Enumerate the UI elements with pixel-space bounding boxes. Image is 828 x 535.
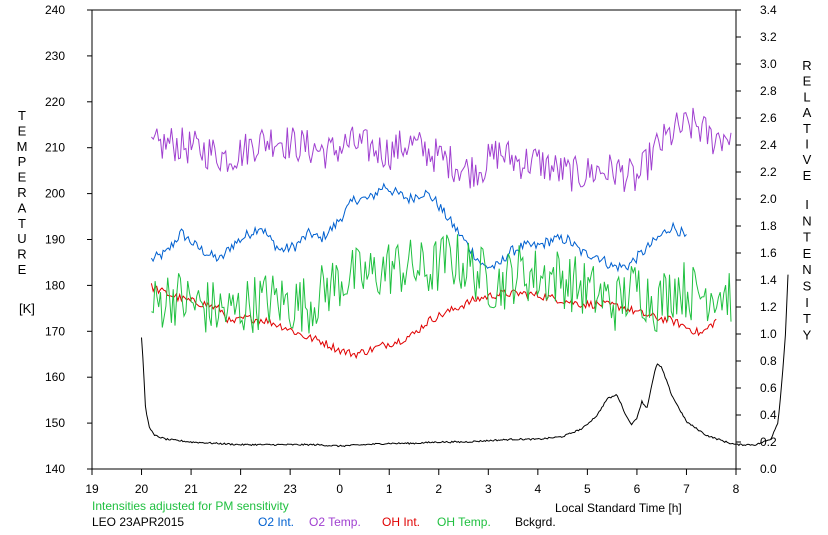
legend-oh-int: OH Int. [382,515,421,529]
left-axis: 140 150 160 170 180 190 200 210 220 230 240 [45,3,92,476]
right-axis-title-letter: T [803,230,811,245]
right-axis-title-letter: T [803,311,811,326]
right-tick-label: 1.8 [760,219,777,233]
left-axis-title-letter: P [18,154,27,169]
x-tick-label: 1 [386,482,393,496]
left-axis-title-letter: U [17,231,26,246]
legend-o2-temp: O2 Temp. [309,515,361,529]
x-tick-label: 20 [135,482,149,496]
right-axis-title-letter: E [803,246,812,261]
right-tick-label: 1.2 [760,300,777,314]
x-tick-label: 8 [733,482,740,496]
left-axis-title-letter: E [18,170,27,185]
series-bckgrd-line [141,274,789,448]
right-axis-title-letter: I [805,295,809,310]
right-tick-label: 0.4 [760,408,777,422]
series-o2-temp-line [151,107,732,192]
left-tick-label: 180 [45,278,65,292]
right-tick-label: 2.4 [760,138,777,152]
x-tick-label: 4 [535,482,542,496]
x-tick-label: 2 [435,482,442,496]
right-tick-label: 0.0 [760,462,777,476]
right-axis-title-letter: S [803,279,812,294]
right-axis-title-letter: E [803,74,812,89]
left-tick-label: 240 [45,3,65,17]
right-tick-label: 0.8 [760,354,777,368]
left-tick-label: 230 [45,49,65,63]
right-tick-label: 2.6 [760,111,777,125]
left-tick-label: 220 [45,95,65,109]
x-axis-title: Local Standard Time [h] [555,501,682,515]
right-axis-title-letter: T [803,121,811,136]
series-layer [141,107,789,448]
right-tick-label: 1.6 [760,246,777,260]
series-o2-int-line [150,182,687,273]
right-tick-label: 3.0 [760,57,777,71]
left-axis-title-letter: E [18,123,27,138]
legend-oh-temp: OH Temp. [437,515,491,529]
right-axis: 0.0 0.2 0.4 0.6 0.8 1.0 1.2 1.4 1.6 1.8 2.0 2.2 2.4 2… [736,3,777,476]
left-tick-label: 200 [45,187,65,201]
right-axis-title-letter: I [805,137,809,152]
left-tick-label: 210 [45,141,65,155]
left-tick-label: 160 [45,370,65,384]
x-tick-label: 23 [283,482,297,496]
x-tick-label: 5 [584,482,591,496]
x-tick-label: 22 [234,482,248,496]
station-date-label: LEO 23APR2015 [92,515,185,529]
left-axis-title-letter: A [18,200,27,215]
x-axis: 19 20 21 22 23 0 1 2 3 4 5 6 7 8 [85,469,740,496]
x-tick-label: 21 [184,482,198,496]
right-tick-label: 0.6 [760,381,777,395]
right-tick-label: 1.0 [760,327,777,341]
left-axis-title-letter: R [17,247,26,262]
right-axis-title-letter: R [802,58,811,73]
x-tick-label: 19 [85,482,99,496]
x-tick-label: 7 [683,482,690,496]
right-axis-title-letter: I [805,197,809,212]
right-axis-title-letter: N [802,262,811,277]
left-axis-title-letter: M [17,139,28,154]
right-axis-title-letter: N [802,213,811,228]
left-tick-label: 190 [45,233,65,247]
right-axis-title-letter: A [803,105,812,120]
sensitivity-note: Intensities adjusted for PM sensitivity [92,499,289,513]
right-tick-label: 3.4 [760,3,777,17]
right-axis-title-letter: V [803,152,812,167]
right-tick-label: 2.8 [760,84,777,98]
left-axis-unit: [K] [19,301,35,316]
x-tick-label: 3 [485,482,492,496]
left-axis-title-letter: T [18,108,26,123]
right-tick-label: 3.2 [760,30,777,44]
right-tick-label: 2.0 [760,192,777,206]
x-tick-label: 0 [336,482,343,496]
right-tick-label: 1.4 [760,273,777,287]
x-tick-label: 6 [634,482,641,496]
legend-bckgrd: Bckgrd. [515,515,556,529]
right-axis-title-letter: Y [803,327,812,342]
left-axis-title-letter: R [17,185,26,200]
right-tick-label: 0.2 [760,435,777,449]
left-tick-label: 150 [45,416,65,430]
series-oh-int-line [150,283,717,360]
left-axis-title-letter: E [18,262,27,277]
right-axis-title-letter: L [803,89,810,104]
left-axis-title-letter: T [18,216,26,231]
series-oh-temp-line [151,234,732,334]
legend-o2-int: O2 Int. [258,515,295,529]
left-tick-label: 140 [45,462,65,476]
right-axis-title-letter: E [803,168,812,183]
right-tick-label: 2.2 [760,165,777,179]
left-tick-label: 170 [45,324,65,338]
